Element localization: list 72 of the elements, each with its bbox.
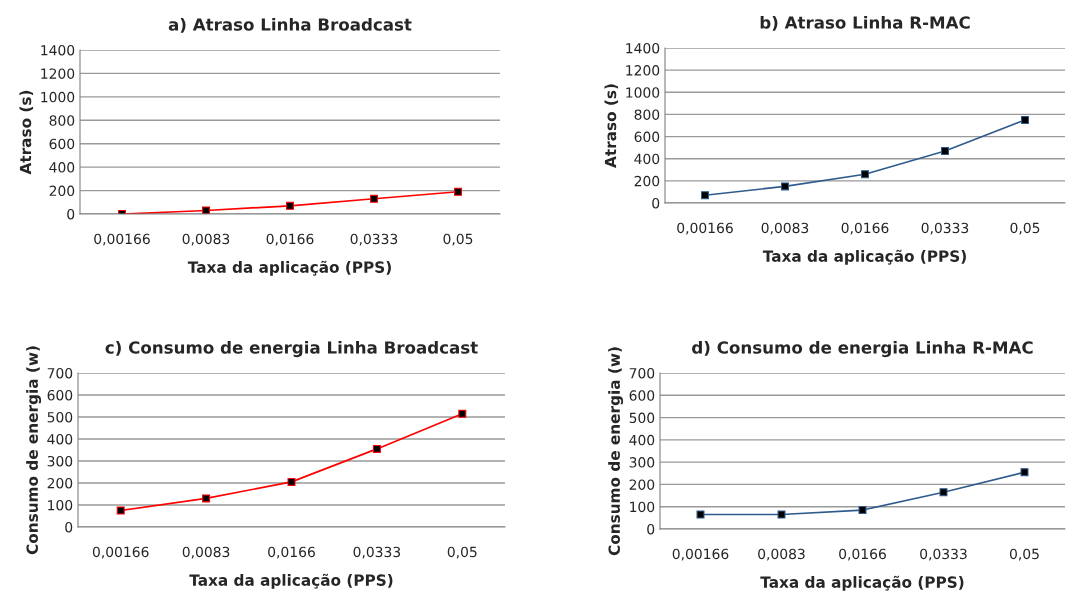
y-tick-label: 200 bbox=[49, 185, 75, 197]
y-tick-label: 100 bbox=[48, 499, 73, 511]
point bbox=[372, 444, 381, 453]
y-tick-label: 400 bbox=[629, 434, 655, 446]
y-axis-title: Consumo de energia (w) bbox=[608, 347, 624, 556]
y-tick-label: 600 bbox=[47, 389, 73, 401]
y-tick-label: 0 bbox=[67, 208, 75, 220]
x-tick-label: 0,0166 bbox=[839, 548, 886, 561]
y-tick-label: 600 bbox=[634, 131, 660, 143]
y-tick-label: 300 bbox=[629, 457, 655, 468]
y-tick-label: 400 bbox=[49, 162, 75, 173]
y-tick-label: 800 bbox=[49, 115, 75, 126]
x-tick-label: 0,05 bbox=[443, 233, 473, 246]
y-tick-label: 0 bbox=[65, 521, 73, 533]
y-tick-label: 200 bbox=[47, 477, 73, 489]
y-tick-label: 500 bbox=[629, 412, 655, 424]
x-tick-label: 0,00166 bbox=[92, 546, 149, 559]
point bbox=[941, 146, 949, 155]
y-axis-title: Consumo de energia (w) bbox=[26, 346, 42, 555]
y-tick-label: 500 bbox=[47, 411, 73, 423]
y-tick-label: 400 bbox=[47, 433, 73, 445]
y-tick-label: 200 bbox=[629, 479, 655, 490]
chart-title: d) Consumo de energia Linha R-MAC bbox=[692, 340, 1033, 358]
y-tick-label: 100 bbox=[630, 501, 655, 513]
point bbox=[458, 409, 467, 418]
x-axis-title: Taxa da aplicação (PPS) bbox=[187, 260, 391, 276]
y-tick-label: 200 bbox=[634, 175, 660, 187]
x-tick-label: 0,05 bbox=[1010, 222, 1040, 235]
x-tick-label: 0,0166 bbox=[841, 222, 889, 235]
x-tick-label: 0,00166 bbox=[672, 548, 729, 561]
y-tick-label: 600 bbox=[49, 138, 75, 150]
point bbox=[861, 170, 869, 179]
y-tick-label: 400 bbox=[634, 153, 660, 165]
x-tick-label: 0,00166 bbox=[677, 222, 733, 235]
chart-title: a) Atraso Linha Broadcast bbox=[168, 17, 412, 33]
x-tick-label: 0,0083 bbox=[758, 548, 805, 561]
y-tick-label: 800 bbox=[634, 109, 660, 120]
x-tick-label: 0,05 bbox=[1009, 548, 1039, 561]
y-tick-label: 1200 bbox=[626, 65, 660, 76]
x-tick-label: 0,0083 bbox=[182, 233, 230, 246]
y-axis-title: Atraso (s) bbox=[19, 90, 34, 175]
y-tick-label: 0 bbox=[652, 197, 660, 209]
y-tick-label: 600 bbox=[629, 390, 655, 401]
x-tick-label: 0,0166 bbox=[268, 546, 315, 559]
x-tick-label: 0,05 bbox=[447, 546, 477, 559]
chart-title: b) Atraso Linha R-MAC bbox=[760, 15, 970, 31]
x-tick-label: 0,0083 bbox=[761, 222, 809, 235]
point bbox=[1021, 115, 1029, 124]
y-axis-title: Atraso (s) bbox=[604, 84, 619, 168]
y-tick-label: 0 bbox=[647, 523, 655, 535]
x-tick-label: 0,00166 bbox=[94, 233, 150, 246]
y-tick-label: 700 bbox=[629, 367, 655, 379]
y-tick-label: 1400 bbox=[41, 44, 75, 56]
x-tick-label: 0,0166 bbox=[266, 233, 314, 246]
x-axis-title: Taxa da aplicação (PPS) bbox=[189, 573, 393, 589]
y-tick-label: 1000 bbox=[626, 87, 660, 98]
y-tick-label: 1000 bbox=[41, 91, 75, 103]
point bbox=[701, 191, 709, 200]
x-tick-label: 0,0333 bbox=[353, 546, 401, 559]
y-tick-label: 700 bbox=[47, 367, 73, 379]
x-tick-label: 0,0333 bbox=[921, 222, 969, 235]
point bbox=[781, 182, 789, 191]
chart-title: c) Consumo de energia Linha Broadcast bbox=[105, 340, 478, 358]
x-tick-label: 0,0083 bbox=[182, 546, 230, 559]
x-tick-label: 0,0333 bbox=[350, 233, 398, 246]
point bbox=[202, 494, 211, 503]
x-axis-title: Taxa da aplicação (PPS) bbox=[760, 575, 964, 591]
y-tick-label: 1400 bbox=[626, 42, 660, 54]
x-axis-title: Taxa da aplicação (PPS) bbox=[762, 249, 966, 265]
y-tick-label: 1200 bbox=[41, 68, 75, 79]
x-tick-label: 0,0333 bbox=[920, 548, 967, 561]
y-tick-label: 300 bbox=[47, 455, 73, 467]
